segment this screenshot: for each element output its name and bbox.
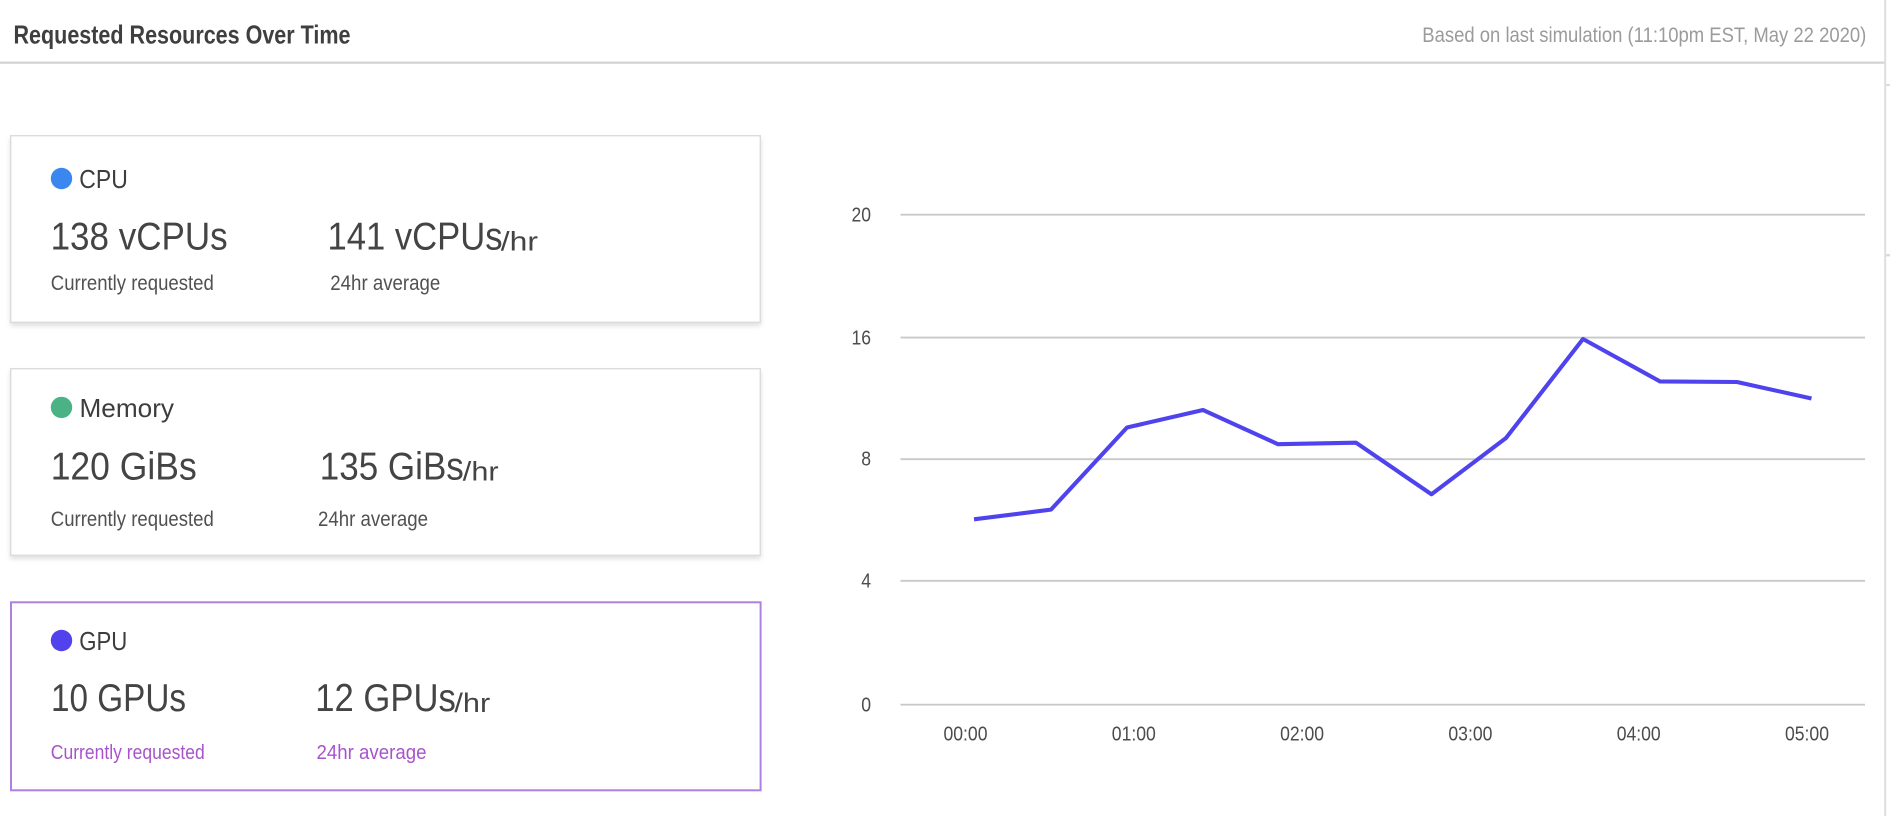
- svg-text:20: 20: [852, 205, 872, 227]
- svg-text:GPU: GPU: [79, 626, 127, 656]
- svg-text:135 GiBs: 135 GiBs: [320, 446, 464, 489]
- svg-text:141 vCPUs: 141 vCPUs: [328, 215, 503, 258]
- svg-text:Memory: Memory: [80, 393, 175, 423]
- svg-text:24hr average: 24hr average: [330, 272, 440, 295]
- svg-text:4: 4: [861, 571, 871, 593]
- svg-text:/hr: /hr: [463, 457, 499, 487]
- svg-text:16: 16: [852, 328, 872, 350]
- svg-text:8: 8: [861, 449, 871, 471]
- svg-text:00:00: 00:00: [944, 724, 988, 746]
- svg-text:05:00: 05:00: [1785, 724, 1829, 746]
- svg-text:Requested Resources Over Time: Requested Resources Over Time: [14, 19, 351, 49]
- svg-text:04:00: 04:00: [1617, 724, 1661, 746]
- svg-text:24hr average: 24hr average: [318, 508, 428, 531]
- svg-text:24hr average: 24hr average: [317, 741, 427, 764]
- svg-text:Currently requested: Currently requested: [51, 272, 214, 295]
- svg-text:Currently requested: Currently requested: [51, 741, 205, 764]
- svg-text:03:00: 03:00: [1448, 724, 1492, 746]
- svg-text:/hr: /hr: [454, 688, 490, 718]
- svg-text:Currently requested: Currently requested: [51, 508, 214, 531]
- svg-text:01:00: 01:00: [1112, 724, 1156, 746]
- svg-text:0: 0: [861, 695, 871, 717]
- svg-text:02:00: 02:00: [1280, 724, 1324, 746]
- svg-text:138 vCPUs: 138 vCPUs: [51, 215, 228, 258]
- svg-text:10 GPUs: 10 GPUs: [51, 677, 186, 720]
- svg-text:120 GiBs: 120 GiBs: [51, 446, 197, 489]
- svg-text:Based on last simulation (11:1: Based on last simulation (11:10pm EST, M…: [1422, 24, 1866, 47]
- svg-text:12 GPUs: 12 GPUs: [315, 677, 456, 720]
- svg-text:CPU: CPU: [79, 164, 128, 194]
- svg-text:/hr: /hr: [501, 227, 538, 257]
